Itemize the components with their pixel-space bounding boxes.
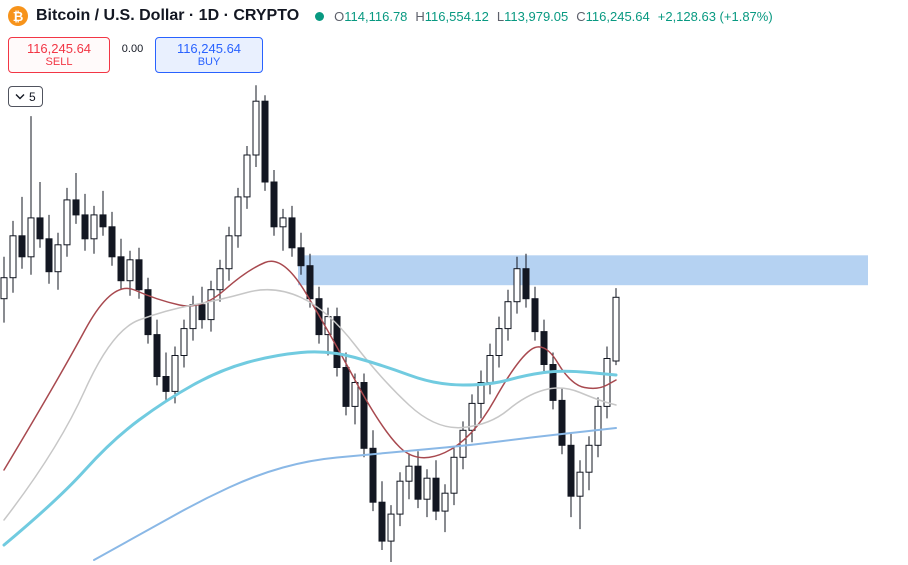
candle [351,382,359,407]
candle [270,181,278,228]
supply-zone-rect[interactable] [298,255,868,286]
candle [432,477,440,512]
candle [522,268,530,300]
candle [450,456,458,494]
candle [162,376,170,392]
candle [90,214,98,240]
candle [144,289,152,336]
ohlc-readout: O114,116.78 H116,554.12 L113,979.05 C116… [334,9,773,24]
candle [576,471,584,497]
buy-button[interactable]: 116,245.64 BUY [155,37,263,73]
candle [126,259,134,282]
candle [342,367,350,407]
buy-price: 116,245.64 [176,40,242,56]
candle [180,328,188,357]
candle [279,217,287,228]
candle [549,364,557,401]
candle [288,217,296,249]
candle [54,244,62,273]
candle [108,226,116,258]
chevron-down-icon [15,93,25,100]
sell-price: 116,245.64 [26,40,92,56]
candle [378,501,386,542]
ohlc-low: L113,979.05 [496,8,569,24]
candle [558,399,566,446]
candle [486,355,494,383]
candle [18,235,26,258]
bitcoin-icon: ₿ [8,6,28,26]
candle [360,382,368,449]
bitcoin-glyph: ₿ [12,8,24,24]
candle [216,268,224,291]
candle [459,429,467,458]
candle [612,296,620,362]
candle [414,465,422,500]
candle [63,199,71,246]
ohlc-open: O114,116.78 [334,8,408,24]
ma-fast-line [3,260,617,471]
candle [585,444,593,473]
spread-value: 0.00 [121,43,144,55]
candle [306,265,314,300]
ohlc-close: C116,245.64 [576,8,650,24]
market-status-dot [315,11,325,21]
candle [171,355,179,392]
candle [135,259,143,291]
ohlc-high: H116,554.12 [415,8,489,24]
candle [189,304,197,330]
candle [423,477,431,500]
candle [0,277,8,300]
candle [225,235,233,270]
candle [405,465,413,482]
indicators-legend-chip[interactable]: 5 [8,86,43,107]
sell-button[interactable]: 116,245.64 SELL [8,37,110,73]
candle [531,298,539,333]
candle [198,304,206,321]
candle [99,214,107,228]
trade-panel: 116,245.64 SELL 0.00 116,245.64 BUY [8,37,263,73]
candle [27,217,35,258]
candle [117,256,125,282]
candle [603,358,611,407]
buy-label: BUY [197,56,221,69]
price-change: +2,128.63 (+1.87%) [657,8,773,24]
candle [153,334,161,378]
symbol-header: ₿ Bitcoin / U.S. Dollar · 1D · CRYPTO O1… [8,6,773,26]
candle [396,480,404,515]
candle [261,100,269,183]
candle [297,247,305,267]
candle [9,235,17,279]
candle [252,100,260,156]
sell-label: SELL [45,56,73,69]
candle [36,217,44,240]
candle [81,214,89,240]
indicators-count: 5 [29,89,36,104]
candle [72,199,80,216]
candle [441,492,449,512]
candle [45,238,53,273]
ma-slow-line [2,350,618,547]
candle [567,444,575,497]
symbol-title[interactable]: Bitcoin / U.S. Dollar · 1D · CRYPTO [36,7,300,24]
candle [495,328,503,357]
ma-medium-line [3,288,617,521]
candle [504,301,512,330]
candle [243,154,251,198]
candle [468,402,476,431]
candle [477,382,485,404]
candle [234,196,242,237]
candle [369,447,377,503]
candle [207,289,215,321]
candle [513,268,521,303]
candle [387,513,395,542]
candle [594,405,602,446]
ma-slowest-line [93,427,617,561]
